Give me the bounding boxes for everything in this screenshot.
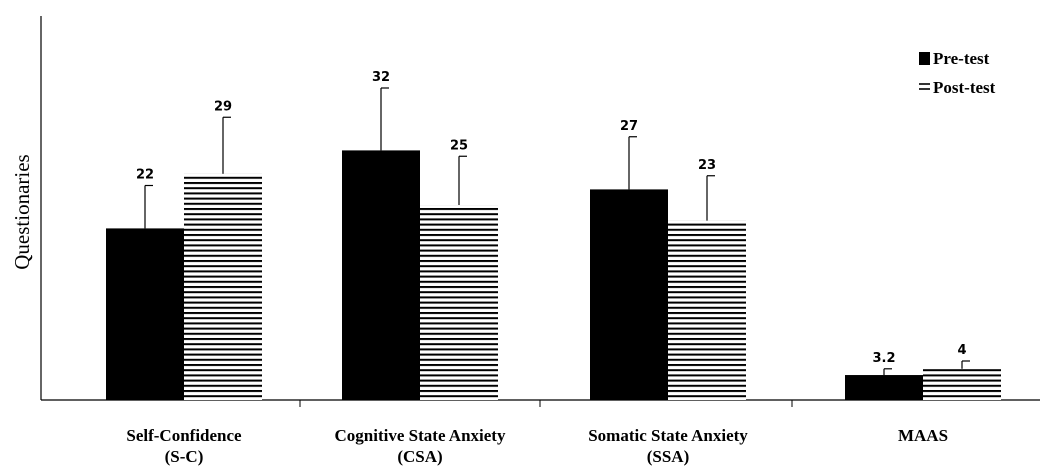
- bar-post-test-1: [184, 173, 262, 400]
- data-label-pre-test-4: 3.2: [872, 351, 895, 366]
- bar-pre-test-2: [342, 150, 420, 400]
- bar-post-test-2: [420, 205, 498, 400]
- legend: Pre-test Post-test: [919, 49, 996, 97]
- data-label-pre-test-1: 22: [136, 168, 154, 183]
- category-label-4: MAAS: [898, 426, 948, 445]
- bar-pre-test-1: [106, 228, 184, 400]
- data-label-pre-test-2: 32: [372, 70, 390, 85]
- bar-post-test-4: [923, 368, 1001, 400]
- legend-swatch-pre-test: [919, 52, 930, 65]
- legend-label-pre-test: Pre-test: [933, 49, 990, 68]
- bars: [106, 150, 1001, 400]
- data-label-post-test-2: 25: [450, 138, 468, 153]
- bar-post-test-3: [668, 220, 746, 400]
- bar-pre-test-3: [590, 189, 668, 400]
- legend-label-post-test: Post-test: [933, 78, 996, 97]
- error-bars: [144, 87, 970, 376]
- category-label-2: Cognitive State Anxiety (CSA): [335, 426, 506, 466]
- category-labels: Self-Confidence (S-C) Cognitive State Anxi…: [126, 426, 948, 466]
- data-label-pre-test-3: 27: [620, 119, 638, 134]
- data-label-post-test-1: 29: [214, 99, 232, 114]
- bar-pre-test-4: [845, 375, 923, 400]
- y-axis-label: Questionaries: [10, 154, 34, 269]
- category-label-3: Somatic State Anxiety (SSA): [588, 426, 748, 466]
- legend-swatch-post-test: [919, 83, 930, 90]
- data-label-post-test-3: 23: [698, 158, 716, 173]
- data-label-post-test-4: 4: [957, 343, 966, 358]
- data-labels: 22 32 27 3.2 29 25 23 4: [136, 70, 967, 366]
- x-axis-ticks: [299, 400, 793, 407]
- category-label-1: Self-Confidence (S-C): [126, 426, 242, 466]
